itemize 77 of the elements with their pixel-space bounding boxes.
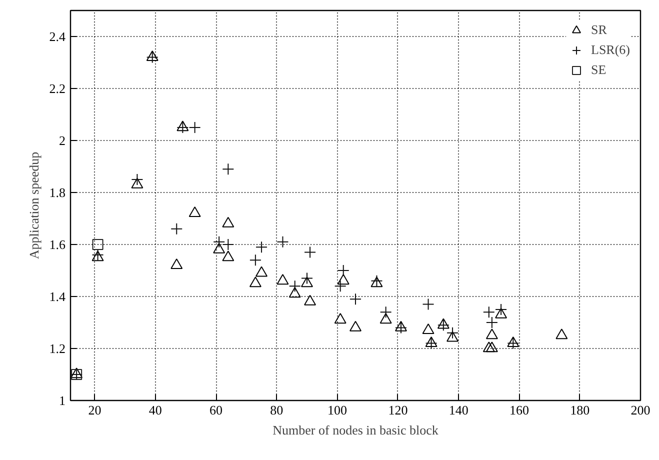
point: [350, 320, 362, 332]
point: [350, 293, 362, 306]
point: [222, 238, 234, 250]
point: [394, 322, 407, 334]
x-tick-label: 20: [88, 402, 102, 418]
point: [288, 280, 301, 292]
x-axis-title: Number of nodes in basic block: [272, 422, 439, 438]
point: [188, 206, 201, 217]
point: [482, 306, 495, 318]
point: [170, 222, 183, 235]
y-axis-title: Application speedup: [26, 152, 42, 260]
legend-label: LSR(6): [591, 42, 630, 58]
point: [486, 328, 498, 340]
y-tick-label: 1.8: [49, 185, 66, 200]
point: [222, 250, 234, 262]
point: [256, 266, 268, 277]
point: [92, 239, 104, 250]
point: [425, 336, 438, 347]
legend-label: SR: [591, 22, 608, 38]
point: [437, 319, 450, 332]
legend-label: SE: [591, 62, 608, 78]
point: [380, 306, 392, 318]
point: [486, 342, 498, 352]
point: [507, 337, 520, 350]
y-tick-label: 1: [59, 393, 66, 408]
point: [249, 254, 262, 266]
point: [146, 51, 158, 64]
point: [446, 331, 459, 342]
x-tick-label: 60: [210, 402, 223, 418]
point: [380, 313, 392, 324]
point: [170, 258, 183, 269]
point: [337, 274, 350, 285]
point: [422, 323, 434, 334]
y-tick-label: 1.4: [49, 289, 66, 304]
point: [337, 264, 350, 276]
point: [422, 298, 434, 310]
point: [213, 242, 226, 254]
point: [131, 178, 144, 188]
point: [482, 342, 495, 352]
point: [495, 304, 508, 316]
point: [213, 236, 226, 248]
point: [288, 287, 301, 298]
point: [300, 272, 313, 284]
point: [300, 276, 313, 288]
point: [556, 328, 568, 340]
x-tick-label: 200: [630, 402, 650, 418]
point: [256, 241, 268, 254]
point: [334, 313, 346, 324]
point: [495, 308, 508, 318]
point: [131, 174, 144, 186]
point: [276, 236, 289, 248]
point: [437, 318, 450, 329]
x-tick-label: 80: [270, 402, 284, 418]
y-tick-label: 2.4: [49, 29, 66, 44]
point: [276, 274, 289, 285]
x-tick-label: 160: [509, 402, 529, 418]
point: [334, 280, 346, 292]
y-tick-label: 2: [59, 133, 66, 148]
point: [304, 246, 316, 258]
point: [446, 326, 459, 339]
x-tick-label: 100: [328, 402, 348, 418]
point: [394, 320, 407, 332]
y-tick-label: 2.2: [49, 81, 66, 96]
x-tick-label: 140: [448, 402, 468, 418]
point: [486, 316, 498, 328]
point: [222, 163, 234, 176]
point: [507, 336, 520, 347]
x-tick-label: 180: [570, 402, 590, 418]
x-tick-label: 40: [148, 402, 162, 418]
y-tick-label: 1.2: [49, 341, 66, 356]
x-tick-label: 120: [388, 402, 408, 418]
point: [249, 276, 262, 288]
y-tick-label: 1.6: [49, 237, 66, 252]
point: [425, 337, 438, 350]
point: [222, 216, 234, 228]
point: [304, 294, 316, 306]
point: [188, 122, 201, 134]
